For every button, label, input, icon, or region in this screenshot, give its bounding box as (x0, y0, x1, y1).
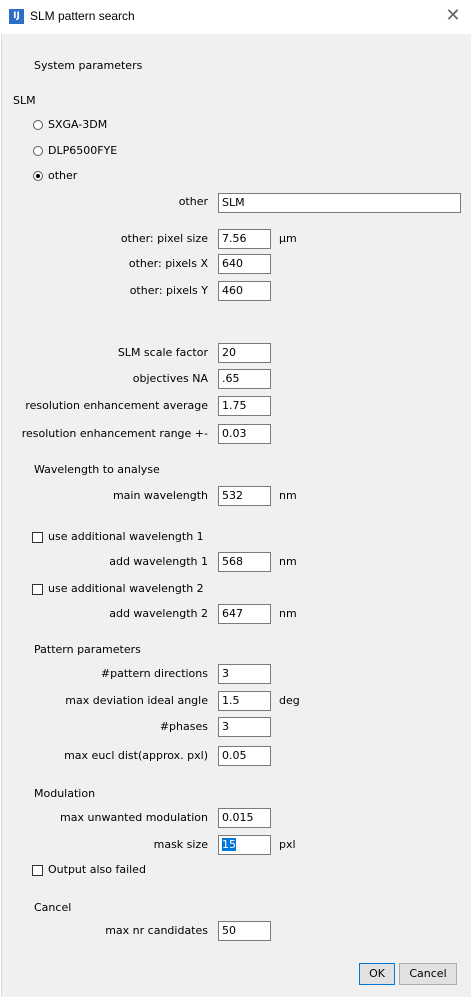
other-name-field[interactable]: SLM (218, 193, 461, 213)
ok-button[interactable]: OK (359, 963, 395, 985)
max-deviation-field[interactable]: 1.5 (218, 691, 271, 711)
pixel-size-label: other: pixel size (120, 232, 208, 245)
add-wavelength-2-unit: nm (279, 607, 297, 620)
radio-sxga-3dm[interactable] (33, 120, 43, 130)
pixels-y-label: other: pixels Y (129, 284, 208, 297)
max-candidates-field[interactable]: 50 (218, 921, 271, 941)
res-enh-range-field[interactable]: 0.03 (218, 424, 271, 444)
res-enh-average-label: resolution enhancement average (25, 399, 208, 412)
phases-field[interactable]: 3 (218, 717, 271, 737)
imagej-app-icon: IJ (9, 9, 24, 24)
section-slm: SLM (13, 94, 36, 107)
use-add-wavelength-1-checkbox[interactable] (32, 532, 43, 543)
objectives-na-label: objectives NA (132, 372, 208, 385)
add-wavelength-2-label: add wavelength 2 (109, 607, 208, 620)
use-add-wavelength-1-label[interactable]: use additional wavelength 1 (48, 530, 204, 543)
pixels-x-field[interactable]: 640 (218, 254, 271, 274)
cancel-button[interactable]: Cancel (399, 963, 457, 985)
res-enh-range-label: resolution enhancement range +- (21, 427, 208, 440)
max-candidates-label: max nr candidates (105, 924, 208, 937)
max-deviation-label: max deviation ideal angle (65, 694, 208, 707)
max-eucl-dist-label: max eucl dist(approx. pxl) (64, 749, 208, 762)
close-icon[interactable]: ✕ (445, 5, 461, 26)
radio-sxga-3dm-label[interactable]: SXGA-3DM (48, 118, 108, 131)
max-deviation-unit: deg (279, 694, 300, 707)
radio-dlp6500fye-label[interactable]: DLP6500FYE (48, 144, 118, 157)
add-wavelength-1-unit: nm (279, 555, 297, 568)
pattern-directions-field[interactable]: 3 (218, 664, 271, 684)
radio-other[interactable] (33, 171, 43, 181)
section-modulation: Modulation (34, 787, 96, 800)
other-name-label: other (178, 195, 208, 208)
phases-label: #phases (159, 720, 208, 733)
section-wavelength: Wavelength to analyse (34, 463, 160, 476)
main-wavelength-field[interactable]: 532 (218, 486, 271, 506)
max-unwanted-modulation-field[interactable]: 0.015 (218, 808, 271, 828)
dialog-content: System parameters SLM SXGA-3DM DLP6500FY… (1, 34, 471, 997)
section-cancel: Cancel (34, 901, 72, 914)
mask-size-unit: pxl (279, 838, 296, 851)
radio-other-label[interactable]: other (48, 169, 78, 182)
output-also-failed-label[interactable]: Output also failed (48, 863, 146, 876)
section-pattern-parameters: Pattern parameters (34, 643, 141, 656)
use-add-wavelength-2-label[interactable]: use additional wavelength 2 (48, 582, 204, 595)
objectives-na-field[interactable]: .65 (218, 369, 271, 389)
scale-factor-label: SLM scale factor (117, 346, 208, 359)
pixel-size-unit: µm (279, 232, 297, 245)
section-system-parameters: System parameters (34, 59, 143, 72)
max-eucl-dist-field[interactable]: 0.05 (218, 746, 271, 766)
add-wavelength-2-field[interactable]: 647 (218, 604, 271, 624)
main-wavelength-label: main wavelength (112, 489, 208, 502)
output-also-failed-checkbox[interactable] (32, 865, 43, 876)
pixels-y-field[interactable]: 460 (218, 281, 271, 301)
mask-size-field[interactable]: 15 (218, 835, 271, 855)
pattern-directions-label: #pattern directions (100, 667, 208, 680)
add-wavelength-1-field[interactable]: 568 (218, 552, 271, 572)
pixel-size-field[interactable]: 7.56 (218, 229, 271, 249)
pixels-x-label: other: pixels X (128, 257, 208, 270)
window-title: SLM pattern search (30, 9, 135, 23)
res-enh-average-field[interactable]: 1.75 (218, 396, 271, 416)
add-wavelength-1-label: add wavelength 1 (109, 555, 208, 568)
main-wavelength-unit: nm (279, 489, 297, 502)
mask-size-label: mask size (153, 838, 208, 851)
title-bar: IJ SLM pattern search ✕ (0, 0, 472, 34)
mask-size-selected-text: 15 (222, 838, 236, 851)
scale-factor-field[interactable]: 20 (218, 343, 271, 363)
radio-dlp6500fye[interactable] (33, 146, 43, 156)
max-unwanted-modulation-label: max unwanted modulation (60, 811, 208, 824)
use-add-wavelength-2-checkbox[interactable] (32, 584, 43, 595)
